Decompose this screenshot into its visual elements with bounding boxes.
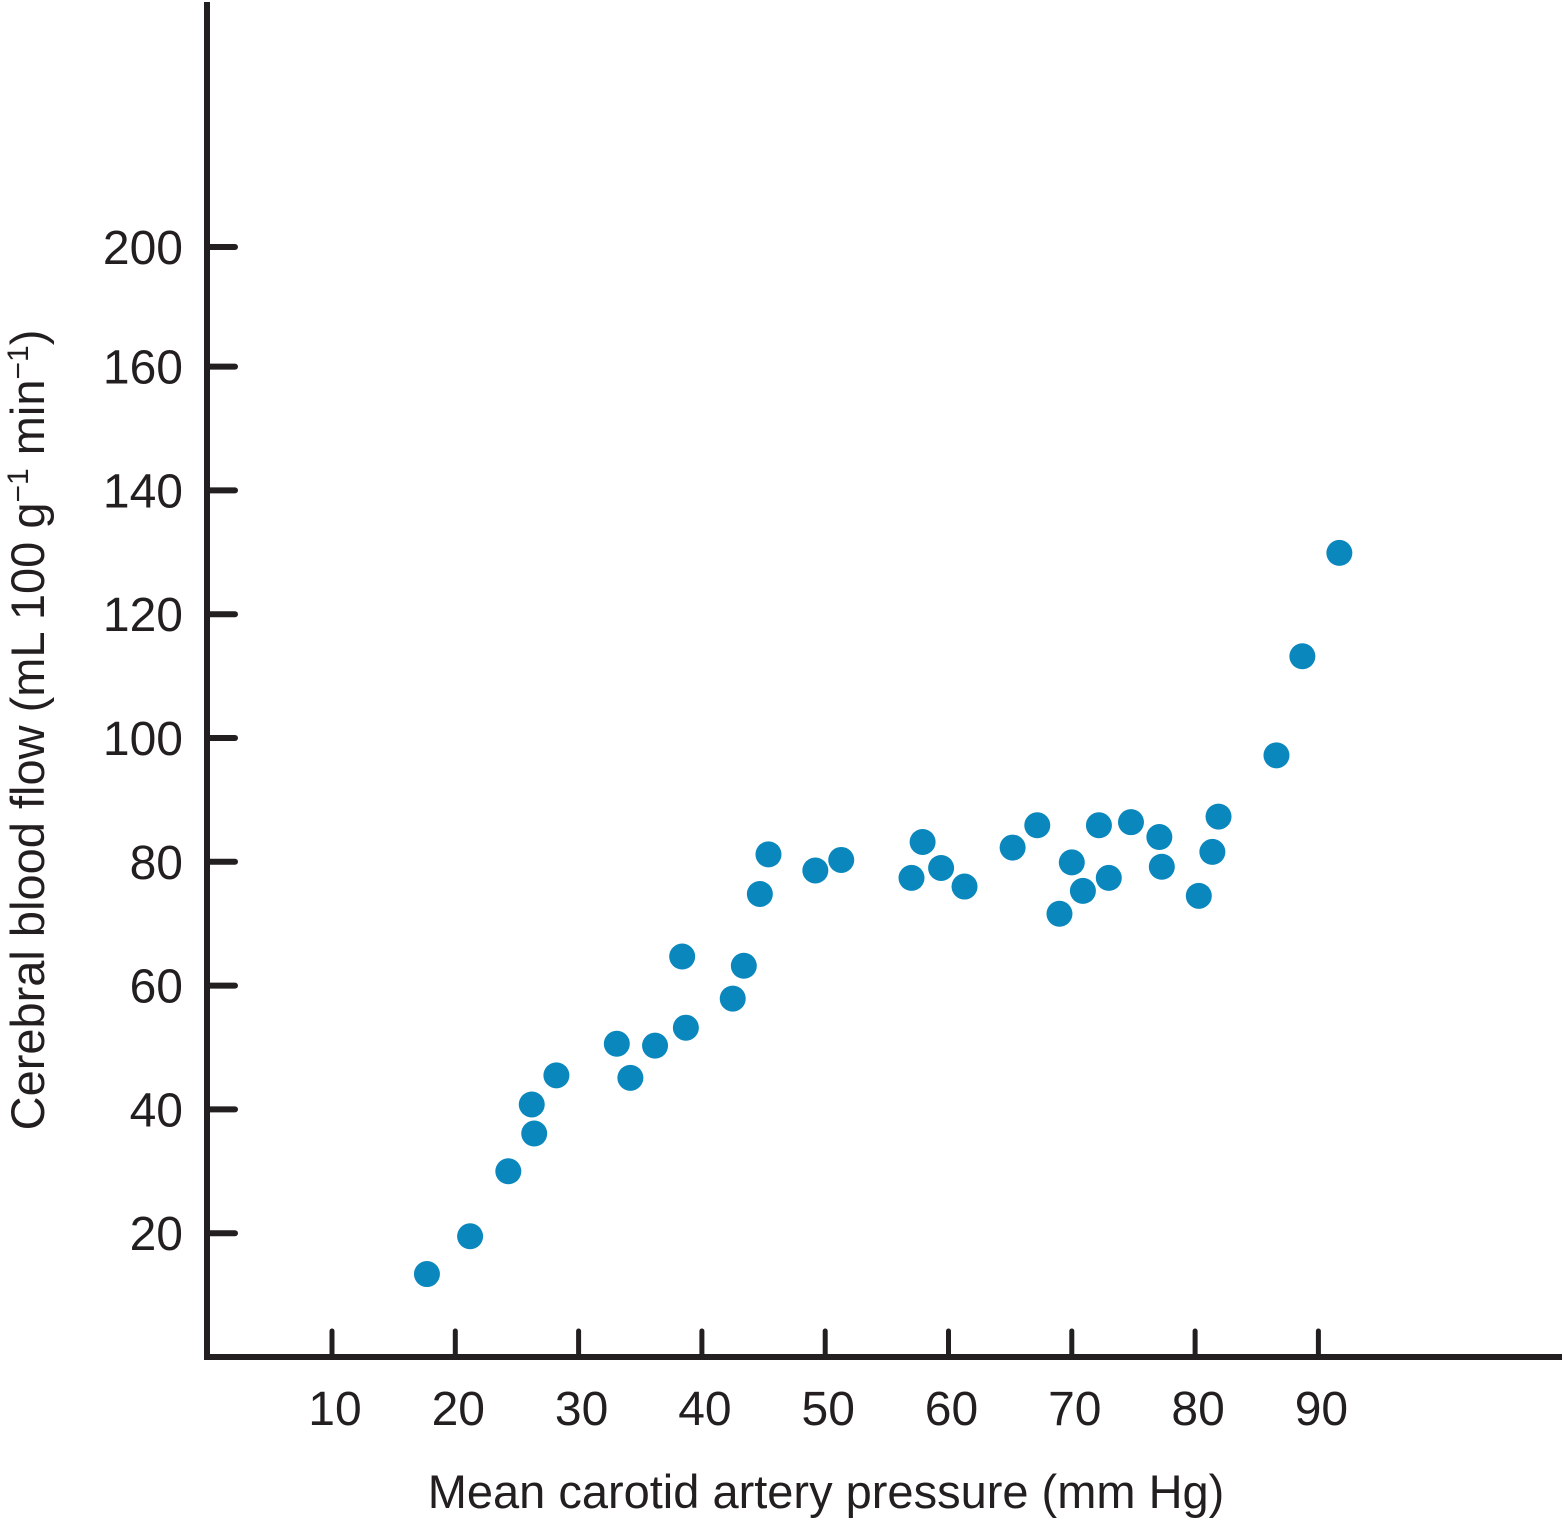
y-tick-label: 200	[103, 222, 183, 275]
data-point	[1148, 853, 1175, 880]
data-point	[1058, 849, 1085, 876]
y-tick-label: 140	[103, 465, 183, 518]
data-point	[1069, 877, 1096, 904]
data-point	[1095, 864, 1122, 891]
y-axis-title-sup1: −1	[2, 468, 35, 502]
x-axis: 10 20 30 40 50 60 70 80 90	[204, 1328, 1562, 1436]
y-tick-label: 20	[130, 1208, 183, 1261]
y-axis-title-mid: min	[1, 379, 54, 468]
x-tick-label: 40	[678, 1383, 731, 1436]
data-point	[755, 841, 782, 868]
data-points	[413, 539, 1353, 1288]
data-point	[603, 1030, 630, 1057]
y-tick-label: 40	[130, 1084, 183, 1137]
data-point	[617, 1064, 644, 1091]
data-point	[1146, 824, 1173, 851]
x-tick-label: 20	[432, 1383, 485, 1436]
data-point	[413, 1261, 440, 1288]
data-point	[999, 834, 1026, 861]
x-tick-label: 50	[802, 1383, 855, 1436]
x-tick-label: 10	[308, 1383, 361, 1436]
y-axis: 20 40 60 80 100 120 140 160 200	[103, 2, 238, 1360]
x-tick-label: 80	[1171, 1383, 1224, 1436]
data-point	[1263, 742, 1290, 769]
y-tick-label: 60	[130, 961, 183, 1014]
y-tick-label: 120	[103, 589, 183, 642]
data-point	[457, 1223, 484, 1250]
data-point	[730, 952, 757, 979]
y-axis-title-main: Cerebral blood flow (mL 100 g	[1, 503, 54, 1131]
data-point	[1117, 809, 1144, 836]
data-point	[951, 873, 978, 900]
data-point	[543, 1062, 570, 1089]
x-tick-label: 60	[925, 1383, 978, 1436]
data-point	[1185, 882, 1212, 909]
data-point	[495, 1158, 522, 1185]
data-point	[719, 985, 746, 1012]
y-axis-title-end: )	[1, 330, 54, 346]
data-point	[828, 846, 855, 873]
data-point	[1289, 643, 1316, 670]
data-point	[1326, 539, 1353, 566]
data-point	[521, 1120, 548, 1147]
y-tick-label: 100	[103, 713, 183, 766]
data-point	[669, 943, 696, 970]
data-point	[802, 857, 829, 884]
x-tick-label: 90	[1295, 1383, 1348, 1436]
data-point	[1024, 812, 1051, 839]
data-point	[898, 864, 925, 891]
y-axis-title-sup2: −1	[2, 345, 35, 379]
y-tick-label: 160	[103, 342, 183, 395]
data-point	[1085, 812, 1112, 839]
x-tick-label: 30	[555, 1383, 608, 1436]
y-tick-label: 80	[130, 837, 183, 890]
data-point	[1199, 838, 1226, 865]
data-point	[909, 828, 936, 855]
data-point	[672, 1014, 699, 1041]
data-point	[928, 854, 955, 881]
data-point	[746, 880, 773, 907]
x-axis-title: Mean carotid artery pressure (mm Hg)	[428, 1465, 1225, 1518]
y-axis-title: Cerebral blood flow (mL 100 g−1 min−1)	[1, 330, 54, 1131]
data-point	[1205, 803, 1232, 830]
x-tick-label: 70	[1048, 1383, 1101, 1436]
data-point	[642, 1032, 669, 1059]
data-point	[1046, 900, 1073, 927]
data-point	[518, 1091, 545, 1118]
